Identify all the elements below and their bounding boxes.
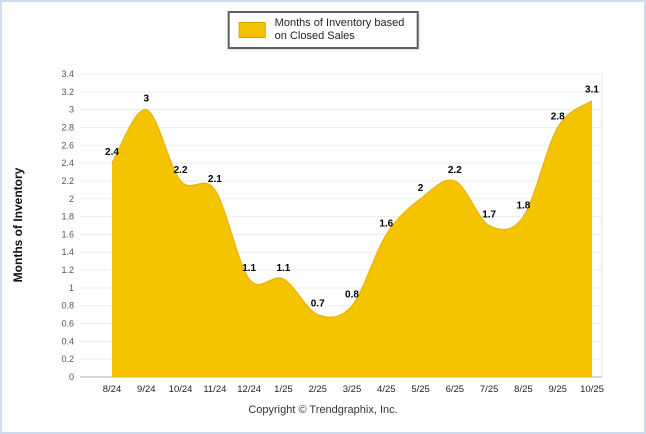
series-line <box>111 100 593 318</box>
area-series <box>112 100 592 377</box>
svg-text:3/25: 3/25 <box>343 384 362 395</box>
x-axis-labels: 8/24 9/24 10/24 11/24 12/24 1/25 2/25 3/25 4/25 5… <box>103 384 604 395</box>
svg-text:1.2: 1.2 <box>61 265 74 275</box>
svg-text:1.4: 1.4 <box>61 247 74 257</box>
svg-text:2: 2 <box>418 183 424 194</box>
svg-text:4/25: 4/25 <box>377 384 396 395</box>
svg-text:0.8: 0.8 <box>61 301 74 311</box>
y-axis-labels: 0 0.2 0.4 0.6 0.8 1 1.2 1.4 1.6 1.8 2 2.2 2.4 2.6 2.8 3… <box>61 69 74 382</box>
svg-text:0.7: 0.7 <box>311 299 325 310</box>
svg-text:2.2: 2.2 <box>174 165 188 176</box>
svg-text:0.6: 0.6 <box>61 319 74 329</box>
svg-text:6/25: 6/25 <box>446 384 465 395</box>
svg-text:9/24: 9/24 <box>137 384 156 395</box>
svg-text:10/24: 10/24 <box>169 384 193 395</box>
svg-text:8/24: 8/24 <box>103 384 122 395</box>
svg-text:2: 2 <box>69 194 74 204</box>
svg-text:2.8: 2.8 <box>61 122 74 132</box>
svg-text:0.8: 0.8 <box>345 290 359 301</box>
svg-text:3: 3 <box>69 105 74 115</box>
svg-text:1.6: 1.6 <box>379 218 393 229</box>
svg-text:2.8: 2.8 <box>551 111 565 122</box>
svg-text:1.7: 1.7 <box>482 210 496 221</box>
svg-text:2.1: 2.1 <box>208 174 222 185</box>
svg-text:7/25: 7/25 <box>480 384 499 395</box>
svg-text:2.6: 2.6 <box>61 140 74 150</box>
svg-text:1.6: 1.6 <box>61 229 74 239</box>
svg-text:3.4: 3.4 <box>61 69 74 79</box>
svg-text:5/25: 5/25 <box>411 384 430 395</box>
svg-text:1.8: 1.8 <box>516 201 530 212</box>
copyright-text: Copyright © Trendgraphix, Inc. <box>248 404 398 416</box>
svg-text:10/25: 10/25 <box>580 384 604 395</box>
svg-text:1: 1 <box>69 283 74 293</box>
svg-text:3: 3 <box>144 94 150 105</box>
legend-swatch-icon <box>238 22 266 38</box>
chart-legend: Months of Inventory based on Closed Sale… <box>227 11 419 49</box>
svg-text:2.2: 2.2 <box>61 176 74 186</box>
svg-text:2.4: 2.4 <box>105 147 119 158</box>
svg-text:1.1: 1.1 <box>276 263 290 274</box>
svg-text:3.2: 3.2 <box>61 87 74 97</box>
svg-text:2/25: 2/25 <box>308 384 327 395</box>
svg-text:1/25: 1/25 <box>274 384 293 395</box>
svg-text:0.4: 0.4 <box>61 336 74 346</box>
legend-label: Months of Inventory based on Closed Sale… <box>275 17 405 43</box>
svg-text:12/24: 12/24 <box>237 384 261 395</box>
svg-text:8/25: 8/25 <box>514 384 533 395</box>
legend-label-line1: Months of Inventory based <box>274 17 405 29</box>
svg-text:9/25: 9/25 <box>548 384 567 395</box>
svg-text:2.2: 2.2 <box>448 165 462 176</box>
svg-text:11/24: 11/24 <box>203 384 226 395</box>
svg-text:1.8: 1.8 <box>61 212 74 222</box>
data-labels: 2.4 3 2.2 2.1 1.1 1.1 0.7 0.8 1.6 2 2.2 1.7 1.8 2.8 3.… <box>105 85 599 310</box>
svg-text:2.4: 2.4 <box>61 158 74 168</box>
svg-text:0.2: 0.2 <box>61 354 74 364</box>
svg-text:1.1: 1.1 <box>242 263 256 274</box>
svg-text:0: 0 <box>69 372 74 382</box>
legend-label-line2: on Closed Sales <box>274 30 355 42</box>
svg-text:3.1: 3.1 <box>585 85 599 96</box>
